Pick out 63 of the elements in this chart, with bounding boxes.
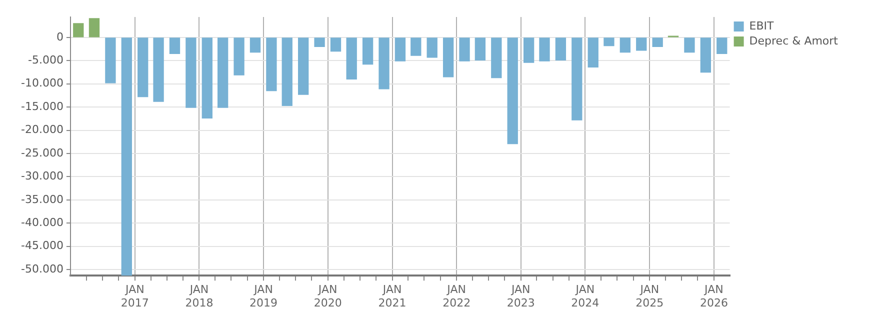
x-tick-label: JAN 2020: [314, 283, 342, 310]
x-tick-label: JAN 2021: [378, 283, 406, 310]
bar: [330, 38, 342, 52]
bar: [716, 38, 728, 54]
bar: [234, 38, 244, 76]
y-tick-label: -35.000: [20, 192, 64, 206]
bar: [218, 38, 228, 108]
y-tick-label: -25.000: [20, 146, 64, 160]
y-tick-label: -10.000: [20, 76, 64, 90]
bar: [394, 38, 406, 62]
bar: [153, 38, 164, 102]
bar: [298, 38, 309, 95]
bar: [362, 38, 374, 65]
bar: [636, 38, 647, 51]
bar: [88, 18, 100, 38]
bar: [572, 38, 582, 120]
bar: [474, 38, 486, 61]
bar: [314, 38, 325, 48]
bar: [202, 38, 212, 119]
bar: [266, 38, 277, 92]
y-tick-label: -45.000: [20, 239, 64, 252]
bar: [523, 38, 534, 63]
y-tick-label: 0: [56, 30, 64, 44]
bar: [507, 38, 518, 144]
x-tick-label: JAN 2018: [185, 283, 214, 310]
bar: [555, 38, 566, 61]
bar: [346, 38, 357, 80]
bar: [105, 38, 116, 84]
y-tick-label: -50.000: [20, 262, 64, 276]
y-tick-label: -30.000: [20, 170, 64, 183]
bar: [620, 38, 630, 53]
bar: [700, 38, 712, 73]
y-tick-label: -20.000: [20, 123, 64, 136]
bar: [588, 38, 598, 68]
bar: [684, 38, 695, 53]
bar: [442, 38, 454, 78]
y-tick-label: -5.000: [28, 54, 64, 66]
y-tick-label: -40.000: [20, 216, 64, 229]
x-tick-label: JAN 2024: [571, 283, 600, 310]
y-tick-label: -15.000: [20, 100, 64, 113]
x-tick-label: JAN 2025: [636, 283, 664, 310]
x-tick-label: JAN 2022: [442, 283, 471, 310]
bar: [378, 38, 390, 90]
bar: [169, 38, 180, 54]
bar: [186, 38, 196, 108]
bar: [459, 38, 470, 62]
bar: [539, 38, 550, 62]
bar: [121, 38, 132, 276]
bar: [250, 38, 261, 53]
bar: [410, 38, 422, 56]
x-tick-label: JAN 2023: [506, 283, 535, 310]
bar: [282, 38, 292, 106]
x-tick-label: JAN 2019: [250, 283, 278, 310]
legend-label: EBIT: [749, 19, 774, 32]
bar: [73, 23, 84, 38]
bar: [652, 38, 663, 48]
legend-label: Deprec & Amort: [749, 34, 839, 48]
bar: [604, 38, 614, 46]
x-tick-label: JAN 2026: [700, 283, 728, 310]
bar: [138, 38, 148, 98]
x-tick-label: JAN 2017: [120, 283, 149, 310]
bar: [426, 38, 438, 58]
bar: [491, 38, 502, 78]
